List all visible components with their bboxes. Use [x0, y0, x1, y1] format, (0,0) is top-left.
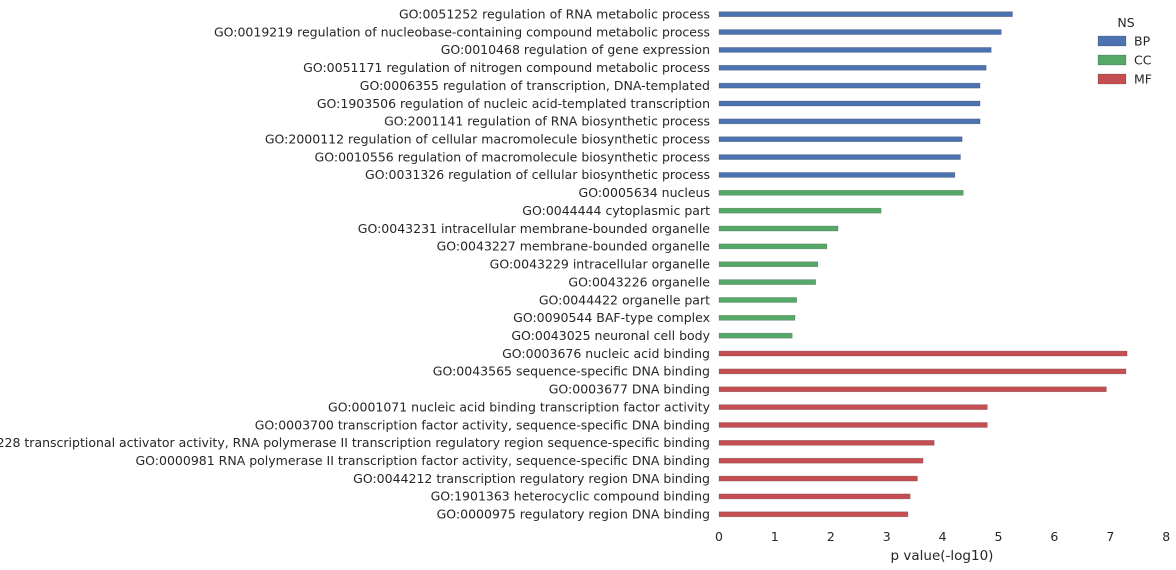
bar-cc — [718, 315, 796, 321]
bar-mf — [718, 475, 918, 482]
category-label: GO:0043025 neuronal cell body — [511, 328, 710, 343]
bar-mf — [718, 350, 1128, 357]
category-label: GO:0043231 intracellular membrane-bounde… — [358, 221, 711, 236]
bar-bp — [718, 172, 956, 178]
bar-bp — [718, 82, 981, 89]
legend: NS BP CC MF — [1097, 15, 1152, 87]
legend-entries: BP CC MF — [1097, 34, 1152, 87]
legend-label-cc: CC — [1134, 53, 1152, 68]
category-label: GO:1901363 heterocyclic compound binding — [431, 489, 710, 504]
x-tick-label: 2 — [827, 529, 835, 544]
x-tick-label: 8 — [1162, 529, 1170, 544]
bar-cc — [718, 225, 839, 232]
category-label: GO:0043227 membrane-bounded organelle — [437, 239, 711, 254]
category-label: GO:0043565 sequence-specific DNA binding — [433, 364, 710, 379]
bar-mf — [718, 440, 935, 446]
category-label: GO:0003676 nucleic acid binding — [502, 346, 710, 361]
bar-bp — [718, 11, 1013, 17]
category-label: GO:0003677 DNA binding — [549, 382, 710, 397]
bar-cc — [718, 332, 793, 339]
x-tick-label: 6 — [1050, 529, 1058, 544]
bar-bp — [718, 136, 963, 143]
category-label: GO:1903506 regulation of nucleic acid-te… — [317, 96, 710, 111]
category-label: GO:0000975 regulatory region DNA binding — [437, 507, 710, 522]
bar-mf — [718, 404, 988, 410]
x-tick-label: 1 — [771, 529, 779, 544]
bars-layer — [718, 11, 1128, 518]
category-label: GO:2000112 regulation of cellular macrom… — [265, 132, 710, 147]
category-label: GO:0010468 regulation of gene expression — [441, 42, 710, 57]
category-label: GO:0043226 organelle — [568, 274, 710, 289]
bar-mf — [718, 511, 909, 518]
category-label: GO:0090544 BAF-type complex — [513, 310, 710, 325]
bar-bp — [718, 100, 981, 107]
category-label: GO:0001228 transcriptional activator act… — [0, 435, 710, 450]
bar-mf — [718, 493, 911, 500]
x-axis-title: p value(-log10) — [891, 548, 994, 564]
legend-label-mf: MF — [1134, 72, 1152, 87]
legend-swatch-mf — [1097, 73, 1127, 85]
bar-bp — [718, 118, 981, 125]
category-label: GO:0043229 intracellular organelle — [490, 257, 711, 272]
bar-bp — [718, 47, 992, 53]
category-label: GO:0006355 regulation of transcription, … — [360, 78, 710, 93]
category-label: GO:0044212 transcription regulatory regi… — [353, 471, 710, 486]
legend-swatch-bp — [1097, 35, 1127, 47]
x-axis: 0 1 2 3 4 5 6 7 8 — [715, 529, 1170, 544]
category-label: GO:0044444 cytoplasmic part — [522, 203, 710, 218]
bar-bp — [718, 29, 1002, 35]
category-label: GO:0000981 RNA polymerase II transcripti… — [136, 453, 711, 468]
category-label: GO:0005634 nucleus — [579, 185, 710, 200]
category-labels-layer: GO:0051252 regulation of RNA metabolic p… — [0, 7, 711, 522]
legend-title: NS — [1117, 15, 1134, 30]
bar-mf — [718, 457, 924, 464]
bar-cc — [718, 261, 819, 268]
category-label: GO:0003700 transcription factor activity… — [255, 417, 710, 432]
category-label: GO:0010556 regulation of macromolecule b… — [315, 149, 710, 164]
bar-bp — [718, 64, 987, 71]
category-label: GO:0044422 organelle part — [539, 292, 710, 307]
x-tick-label: 4 — [939, 529, 947, 544]
category-label: GO:0031326 regulation of cellular biosyn… — [365, 167, 710, 182]
x-tick-label: 5 — [995, 529, 1003, 544]
bar-mf — [718, 386, 1107, 393]
legend-label-bp: BP — [1134, 34, 1151, 49]
bar-cc — [718, 297, 797, 303]
x-tick-label: 0 — [715, 529, 723, 544]
category-label: GO:0001071 nucleic acid binding transcri… — [328, 399, 711, 414]
legend-swatch-cc — [1097, 54, 1127, 66]
category-label: GO:0051171 regulation of nitrogen compou… — [303, 60, 710, 75]
category-label: GO:0019219 regulation of nucleobase-cont… — [214, 24, 710, 39]
bar-cc — [718, 207, 882, 214]
category-label: GO:0051252 regulation of RNA metabolic p… — [399, 7, 710, 22]
bar-cc — [718, 190, 964, 196]
x-tick-label: 7 — [1106, 529, 1114, 544]
bar-mf — [718, 422, 988, 428]
bar-bp — [718, 154, 961, 160]
bar-cc — [718, 279, 817, 285]
bar-mf — [718, 368, 1127, 375]
category-label: GO:2001141 regulation of RNA biosyntheti… — [384, 114, 710, 129]
x-tick-label: 3 — [883, 529, 891, 544]
bar-cc — [718, 243, 828, 250]
